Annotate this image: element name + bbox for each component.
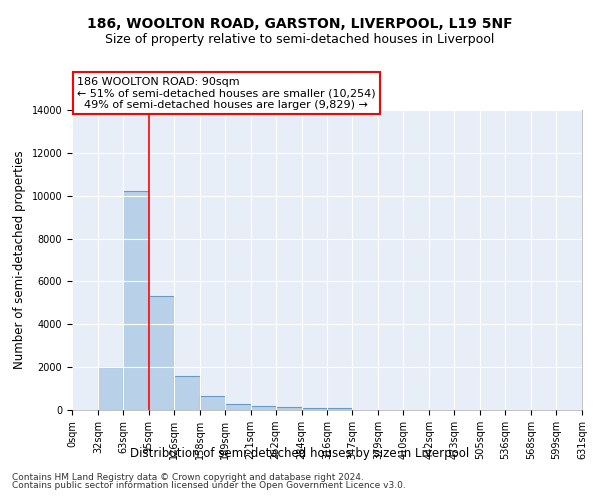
Bar [225,404,251,410]
Text: Size of property relative to semi-detached houses in Liverpool: Size of property relative to semi-detach… [106,32,494,46]
Bar [174,376,200,410]
Bar [251,406,275,410]
Y-axis label: Number of semi-detached properties: Number of semi-detached properties [13,150,26,370]
Bar [123,192,149,410]
Text: Contains HM Land Registry data © Crown copyright and database right 2024.: Contains HM Land Registry data © Crown c… [12,473,364,482]
Bar [328,408,352,410]
Text: 186, WOOLTON ROAD, GARSTON, LIVERPOOL, L19 5NF: 186, WOOLTON ROAD, GARSTON, LIVERPOOL, L… [87,18,513,32]
Bar [200,396,225,410]
Text: Distribution of semi-detached houses by size in Liverpool: Distribution of semi-detached houses by … [130,448,470,460]
Bar [149,296,174,410]
Text: 186 WOOLTON ROAD: 90sqm
← 51% of semi-detached houses are smaller (10,254)
  49%: 186 WOOLTON ROAD: 90sqm ← 51% of semi-de… [77,77,376,110]
Bar [302,408,328,410]
Bar [275,406,302,410]
Bar [98,367,123,410]
Text: Contains public sector information licensed under the Open Government Licence v3: Contains public sector information licen… [12,480,406,490]
